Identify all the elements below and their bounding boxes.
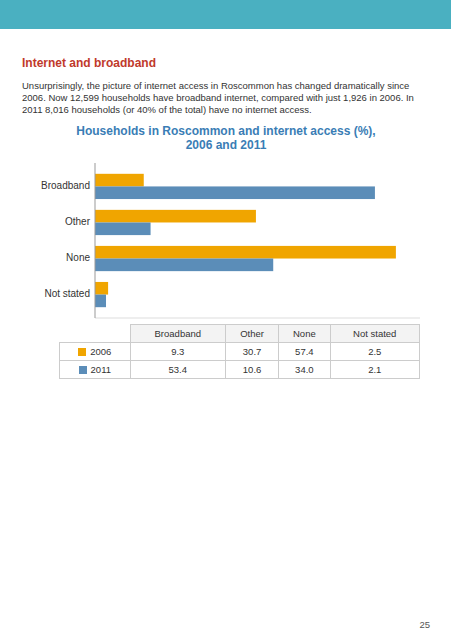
- y-tick-label: None: [66, 252, 90, 263]
- bar: [95, 282, 108, 295]
- x-axis-line: [95, 318, 420, 319]
- y-tick-label: Not stated: [44, 288, 90, 299]
- y-tick-label: Broadband: [41, 180, 90, 191]
- chart: Not statedNoneOtherBroadband: [0, 0, 451, 640]
- table-header: Other: [225, 325, 278, 343]
- table-corner: [60, 325, 131, 343]
- legend-swatch: [78, 348, 86, 356]
- table-row-label: 2006: [60, 343, 131, 361]
- header-strip: [0, 0, 451, 29]
- bar: [95, 210, 256, 223]
- table-header: Broadband: [130, 325, 225, 343]
- table-cell: 10.6: [225, 361, 278, 379]
- table-header: None: [279, 325, 330, 343]
- table-row: 2006 9.330.757.42.5: [60, 343, 420, 361]
- table-row: 2011 53.410.634.02.1: [60, 361, 420, 379]
- chart-title: Households in Roscommon and internet acc…: [76, 124, 376, 152]
- body-text: Unsurprisingly, the picture of internet …: [22, 80, 432, 116]
- y-tick-label: Other: [65, 216, 91, 227]
- bar: [95, 186, 375, 199]
- table-row-label: 2011: [60, 361, 131, 379]
- bar: [95, 222, 151, 235]
- table-header: Not stated: [330, 325, 420, 343]
- table-cell: 34.0: [279, 361, 330, 379]
- zero-line: [95, 163, 96, 318]
- table-cell: 53.4: [130, 361, 225, 379]
- legend-label: 2011: [91, 364, 111, 375]
- table-cell: 2.5: [330, 343, 420, 361]
- legend-swatch: [79, 366, 87, 374]
- legend-label: 2006: [90, 346, 111, 357]
- table-cell: 2.1: [330, 361, 420, 379]
- bar: [95, 259, 273, 272]
- page-number: 25: [419, 619, 430, 630]
- heading: Internet and broadband: [22, 56, 156, 70]
- table-cell: 30.7: [225, 343, 278, 361]
- bar: [95, 295, 106, 308]
- bar: [95, 246, 396, 259]
- table: BroadbandOtherNoneNot stated 2006 9.330.75…: [59, 324, 420, 379]
- table-cell: 57.4: [279, 343, 330, 361]
- bars: [95, 174, 396, 307]
- table-cell: 9.3: [130, 343, 225, 361]
- bar: [95, 174, 144, 187]
- table-header-row: BroadbandOtherNoneNot stated: [60, 325, 420, 343]
